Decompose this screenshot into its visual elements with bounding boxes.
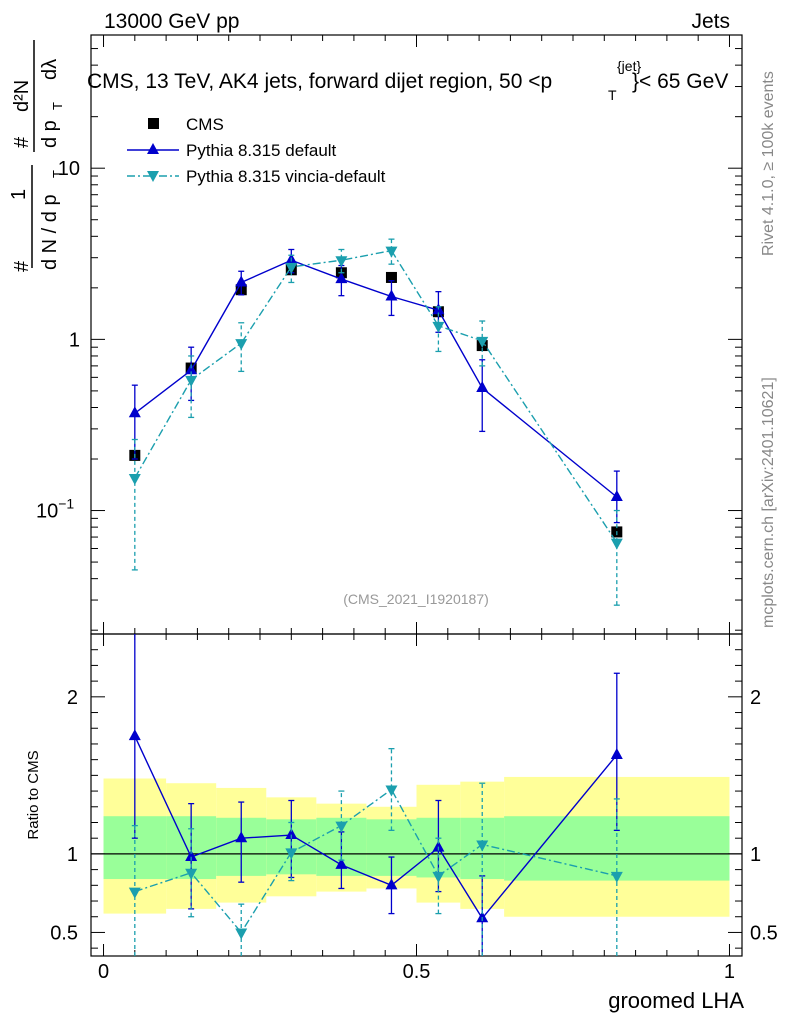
pythia-ratio-point [385,878,398,890]
vincia-ratio-point [128,887,141,899]
legend-vincia-marker [147,171,159,182]
title-sub: T [608,87,617,103]
legend-cms-label: CMS [186,115,224,134]
ratio-axis-label: Ratio to CMS [25,750,42,839]
header-left: 13000 GeV pp [104,10,239,33]
vincia-ratio-point [185,868,198,880]
ylabel-dpT: d p [39,120,61,148]
ylabel-dN: d N / d p [39,194,61,270]
header-right: Jets [691,10,730,33]
ratio-y-tick-label: 0.5 [750,922,778,944]
ylabel-hash2: # [11,136,33,148]
y-tick-label: 10 [58,158,80,180]
ratio-frame [90,633,743,957]
ratio-y-tick-label: 2 [67,687,78,709]
vincia-point [235,339,248,351]
ylabel-one: 1 [8,189,30,200]
rivet-label: Rivet 4.1.0, ≥ 100k events [760,71,777,256]
plot-title: CMS, 13 TeV, AK4 jets, forward dijet reg… [87,58,728,103]
ratio-y-tick-label: 2 [750,687,761,709]
vincia-ratio-point [385,785,398,797]
legend: CMS Pythia 8.315 default Pythia 8.315 vi… [127,115,386,186]
y-tick-label: 10−1 [36,496,74,523]
watermark: (CMS_2021_I1920187) [343,591,489,607]
vincia-line [134,249,618,543]
x-tick-label: 0 [98,961,109,983]
y-tick-label: 1 [69,329,80,351]
ratio-panel: 0 0.5 1 0.5 0.5 1 1 2 2 [50,633,778,983]
pythia-point [610,489,623,501]
vincia-point [285,262,298,274]
vincia-ratio-point [476,840,489,852]
vincia-point [335,256,348,268]
pythia-point [476,380,489,392]
ylabel-hash1: # [11,260,33,272]
vincia-ratio-point [610,871,623,883]
x-axis-label: groomed LHA [608,988,744,1013]
title-tail: }< 65 GeV [632,70,728,93]
pythia-ratio-point [476,911,489,923]
title-main: CMS, 13 TeV, AK4 jets, forward dijet reg… [87,70,552,93]
pythia-ratio-point [285,828,298,840]
pythia-point [128,406,141,418]
cms-point [385,271,397,283]
pythia-ratio-point [432,840,445,852]
vincia-ratio-point [335,821,348,833]
x-tick-label: 0.5 [403,961,431,983]
ylabel-T1: T [50,170,65,178]
ratio-y-tick-label: 1 [67,844,78,866]
y-axis-label: # 1 d N / d p T # d²N d p T dλ [8,40,65,272]
legend-cms-marker [148,118,159,129]
pythia-ratio-point [235,831,248,843]
pythia-point [185,363,198,375]
legend-vincia-label: Pythia 8.315 vincia-default [186,167,386,186]
vincia-point [432,321,445,333]
mcplots-label: mcplots.cern.ch [arXiv:2401.10621] [760,377,777,628]
ylabel-dlambda: dλ [39,59,61,80]
ratio-y-tick-label: 0.5 [50,922,78,944]
vincia-point [385,246,398,258]
vincia-point [128,473,141,485]
pythia-point [235,275,248,287]
pythia-point [335,272,348,284]
vincia-ratio-point [235,928,248,940]
ylabel-T2: T [50,102,65,110]
vincia-point [185,375,198,387]
pythia-ratio-point [335,857,348,869]
ylabel-d2N: d²N [11,80,33,112]
legend-pythia-label: Pythia 8.315 default [186,141,337,160]
pythia-ratio-point [128,729,141,741]
vincia-point [476,336,489,348]
pythia-line [134,259,618,498]
legend-pythia-marker [147,143,159,154]
ratio-y-tick-label: 1 [750,844,761,866]
pythia-ratio-point [185,850,198,862]
vincia-ratio-point [432,871,445,883]
vincia-point [610,538,623,550]
pythia-ratio-point [610,747,623,759]
pythia-point [385,289,398,301]
title-sup: {jet} [617,58,641,74]
vincia-ratio-point [285,848,298,860]
x-tick-label: 1 [724,961,735,983]
